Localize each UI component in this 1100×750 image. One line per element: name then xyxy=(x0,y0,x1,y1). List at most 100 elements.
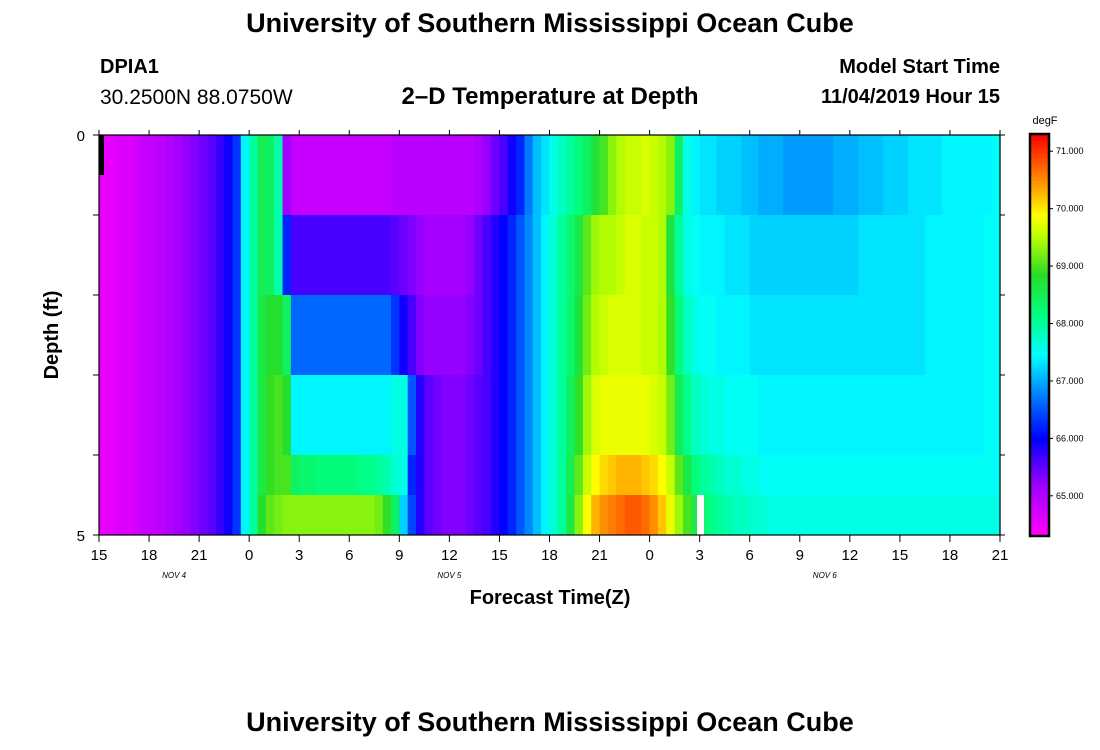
heatmap-cell xyxy=(390,375,400,456)
heatmap-cell xyxy=(332,135,342,216)
heatmap-cell xyxy=(824,215,834,296)
heatmap-cell xyxy=(866,215,876,296)
station-id: DPIA1 xyxy=(100,56,159,78)
heatmap-cell xyxy=(499,375,509,456)
colorbar-segment xyxy=(1030,348,1049,353)
colorbar-segment xyxy=(1030,338,1049,343)
heatmap-cell xyxy=(290,215,300,296)
colorbar-segment xyxy=(1030,442,1049,447)
heatmap-cell xyxy=(758,295,767,376)
heatmap-cell xyxy=(449,215,459,296)
heatmap-cell xyxy=(349,375,359,456)
heatmap-cell xyxy=(716,495,726,536)
heatmap-cell xyxy=(641,135,651,216)
heatmap-cell xyxy=(482,455,492,496)
colorbar-segment xyxy=(1030,234,1049,239)
heatmap-cell xyxy=(574,295,584,376)
colorbar-segment xyxy=(1030,405,1049,410)
colorbar-segment xyxy=(1030,241,1049,246)
colorbar-segment xyxy=(1030,254,1049,259)
heatmap-cell xyxy=(766,215,776,296)
colorbar-segment xyxy=(1030,495,1049,500)
heatmap-cell xyxy=(916,135,926,216)
heatmap-cell xyxy=(157,215,167,296)
heatmap-cell xyxy=(691,455,701,496)
colorbar-segment xyxy=(1030,247,1049,252)
colorbar-segment xyxy=(1030,522,1049,527)
heatmap-cell xyxy=(582,495,592,536)
x-tick-label: 15 xyxy=(491,547,508,564)
heatmap-cell xyxy=(315,295,325,376)
colorbar-segment xyxy=(1030,140,1049,145)
heatmap-cell xyxy=(649,135,659,216)
heatmap-cell xyxy=(733,215,742,296)
colorbar-segment xyxy=(1030,475,1049,480)
heatmap-cell xyxy=(257,135,267,216)
colorbar-segment xyxy=(1030,529,1049,534)
heatmap-cell xyxy=(282,215,292,296)
heatmap-cell xyxy=(599,455,609,496)
heatmap-cell xyxy=(708,375,717,456)
heatmap-cell xyxy=(449,375,459,456)
heatmap-cell xyxy=(682,295,692,376)
colorbar-segment xyxy=(1030,221,1049,226)
x-tick-label: 0 xyxy=(645,547,653,564)
heatmap-cell xyxy=(466,135,476,216)
heatmap-cell xyxy=(115,215,125,296)
heatmap-cell xyxy=(491,455,501,496)
colorbar-segment xyxy=(1030,365,1049,370)
heatmap-cell xyxy=(966,215,976,296)
heatmap-cell xyxy=(599,495,609,536)
colorbar-segment xyxy=(1030,432,1049,437)
heatmap-cell xyxy=(749,215,759,296)
heatmap-cell xyxy=(691,495,701,536)
heatmap-cell xyxy=(591,295,601,376)
x-tick-label: 3 xyxy=(295,547,303,564)
colorbar-segment xyxy=(1030,160,1049,165)
heatmap-cell xyxy=(849,295,859,376)
heatmap-cell xyxy=(582,215,592,296)
heatmap-cell xyxy=(99,455,108,496)
colorbar-segment xyxy=(1030,502,1049,507)
heatmap-cell xyxy=(791,375,801,456)
heatmap-cell xyxy=(224,295,234,376)
heatmap-cell xyxy=(390,135,400,216)
heatmap-cell xyxy=(124,375,133,456)
heatmap-cell xyxy=(674,495,684,536)
colorbar-segment xyxy=(1030,381,1049,386)
heatmap-cell xyxy=(390,215,400,296)
heatmap-cell xyxy=(599,295,609,376)
heatmap-cell xyxy=(708,455,717,496)
heatmap-cell xyxy=(416,295,425,376)
heatmap-cell xyxy=(774,455,784,496)
heatmap-cell xyxy=(607,455,617,496)
heatmap-cell xyxy=(132,135,142,216)
colorbar-segment xyxy=(1030,167,1049,172)
heatmap-cell xyxy=(507,375,517,456)
colorbar-segment xyxy=(1030,184,1049,189)
heatmap-cell xyxy=(449,135,459,216)
heatmap-cell xyxy=(365,375,375,456)
heatmap-cell xyxy=(507,135,517,216)
heatmap-cell xyxy=(424,495,434,536)
heatmap-cell xyxy=(783,375,793,456)
heatmap-cell xyxy=(883,455,893,496)
heatmap-cell xyxy=(349,135,359,216)
heatmap-cell xyxy=(482,135,492,216)
heatmap-cell xyxy=(282,495,292,536)
heatmap-cell xyxy=(274,295,284,376)
heatmap-cell xyxy=(532,495,542,536)
heatmap-cell xyxy=(149,455,158,496)
heatmap-cell xyxy=(632,455,642,496)
heatmap-cell xyxy=(791,495,801,536)
heatmap-cell xyxy=(958,455,968,496)
heatmap-cell xyxy=(249,455,259,496)
heatmap-cell xyxy=(215,495,225,536)
heatmap-cell xyxy=(399,295,409,376)
heatmap-cell xyxy=(883,295,893,376)
colorbar-segment xyxy=(1030,385,1049,390)
heatmap-cell xyxy=(941,295,951,376)
heatmap-cell xyxy=(224,135,234,216)
heatmap-cell xyxy=(958,215,968,296)
heatmap-cell xyxy=(591,215,601,296)
